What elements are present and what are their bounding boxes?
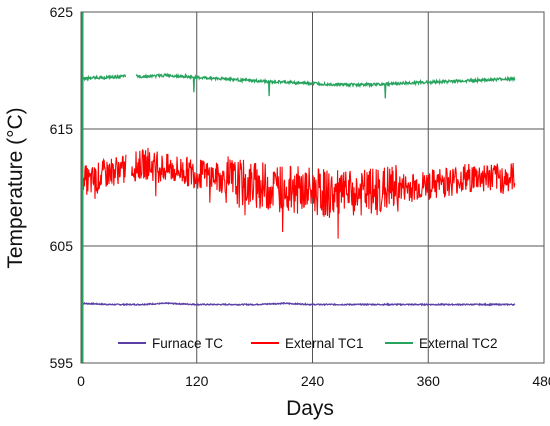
y-tick-label-3: 625 [50, 4, 74, 20]
y-tick-label-0: 595 [50, 355, 74, 371]
series-line [80, 72, 516, 99]
legend-item-2: External TC2 [385, 336, 498, 351]
series-line [81, 301, 516, 307]
x-axis-title: Days [286, 397, 334, 420]
legend-label: Furnace TC [152, 336, 223, 351]
legend-item-1: External TC1 [251, 336, 364, 351]
series-lines [80, 12, 516, 363]
x-tick-label-3: 360 [417, 373, 441, 389]
y-tick-label-2: 615 [50, 121, 74, 137]
series-line [80, 147, 516, 239]
axes: 0 120 240 360 480 595 605 615 625 [50, 4, 550, 389]
y-tick-label-1: 605 [50, 238, 74, 254]
x-tick-label-2: 240 [301, 373, 325, 389]
series-furnace-tc [81, 301, 516, 307]
series-external-tc1 [80, 147, 516, 239]
legend-label: External TC2 [419, 336, 498, 351]
x-tick-label-0: 0 [77, 373, 85, 389]
x-tick-label-4: 480 [532, 373, 550, 389]
series-external-tc2 [80, 72, 516, 99]
y-axis-title: Temperature (°C) [4, 107, 27, 268]
legend-item-0: Furnace TC [118, 336, 223, 351]
legend-label: External TC1 [285, 336, 364, 351]
legend: Furnace TC External TC1 External TC2 [118, 336, 498, 351]
x-tick-label-1: 120 [185, 373, 209, 389]
plot-frame [80, 11, 545, 364]
